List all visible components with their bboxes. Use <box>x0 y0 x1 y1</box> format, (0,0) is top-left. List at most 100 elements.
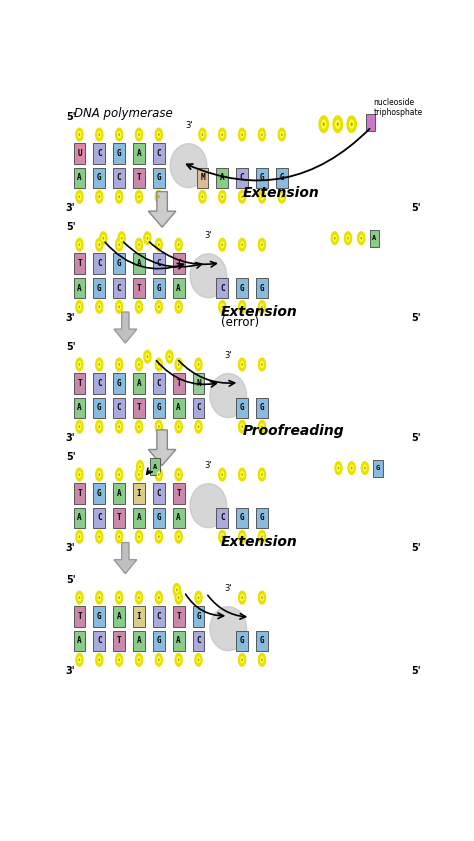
Circle shape <box>144 350 151 363</box>
Circle shape <box>99 596 100 599</box>
FancyBboxPatch shape <box>73 278 85 299</box>
Circle shape <box>96 300 103 314</box>
Circle shape <box>258 238 265 251</box>
Text: 5': 5' <box>411 666 421 676</box>
FancyBboxPatch shape <box>73 606 85 627</box>
Circle shape <box>258 358 265 371</box>
Circle shape <box>155 653 163 666</box>
Circle shape <box>96 128 103 141</box>
Circle shape <box>158 659 160 661</box>
Circle shape <box>221 195 223 198</box>
Polygon shape <box>148 430 176 466</box>
FancyBboxPatch shape <box>113 373 125 394</box>
Ellipse shape <box>170 144 207 188</box>
FancyBboxPatch shape <box>173 373 184 394</box>
Text: 3': 3' <box>185 121 192 130</box>
Circle shape <box>137 423 141 431</box>
Circle shape <box>281 133 283 136</box>
FancyBboxPatch shape <box>93 253 105 274</box>
Text: C: C <box>220 514 225 522</box>
FancyBboxPatch shape <box>133 398 145 418</box>
FancyBboxPatch shape <box>173 508 184 528</box>
Circle shape <box>137 193 141 200</box>
Circle shape <box>96 591 103 604</box>
Text: 5': 5' <box>66 222 75 232</box>
Circle shape <box>241 133 243 136</box>
Circle shape <box>118 195 120 198</box>
Circle shape <box>157 471 161 479</box>
Circle shape <box>337 467 339 469</box>
Circle shape <box>155 468 163 481</box>
Circle shape <box>260 131 264 138</box>
Circle shape <box>258 190 265 204</box>
Text: 3': 3' <box>66 433 75 443</box>
Circle shape <box>198 426 199 428</box>
Circle shape <box>158 473 160 476</box>
Circle shape <box>158 305 160 309</box>
Circle shape <box>137 241 141 248</box>
Circle shape <box>169 355 170 358</box>
Circle shape <box>261 426 263 428</box>
Circle shape <box>349 119 354 129</box>
Circle shape <box>99 133 100 136</box>
FancyBboxPatch shape <box>133 143 145 164</box>
Circle shape <box>79 243 80 246</box>
Text: G: G <box>260 514 264 522</box>
Text: G: G <box>260 173 264 182</box>
Circle shape <box>135 531 143 543</box>
Ellipse shape <box>210 606 246 651</box>
Circle shape <box>221 473 223 476</box>
FancyBboxPatch shape <box>256 167 268 188</box>
Circle shape <box>241 195 243 198</box>
FancyBboxPatch shape <box>73 253 85 274</box>
Circle shape <box>177 656 181 664</box>
Circle shape <box>116 420 123 433</box>
FancyBboxPatch shape <box>133 606 145 627</box>
Circle shape <box>118 426 120 428</box>
Text: G: G <box>97 612 101 621</box>
Circle shape <box>116 238 123 251</box>
Circle shape <box>196 423 201 431</box>
FancyBboxPatch shape <box>133 483 145 504</box>
Circle shape <box>117 193 121 200</box>
FancyBboxPatch shape <box>113 631 125 651</box>
Circle shape <box>167 353 172 360</box>
Circle shape <box>144 232 151 245</box>
FancyBboxPatch shape <box>217 508 228 528</box>
Circle shape <box>258 300 265 314</box>
Circle shape <box>335 119 340 129</box>
Circle shape <box>157 533 161 540</box>
Circle shape <box>157 423 161 431</box>
Circle shape <box>118 596 120 599</box>
Circle shape <box>96 358 103 371</box>
FancyBboxPatch shape <box>236 631 248 651</box>
Text: U: U <box>77 149 82 158</box>
FancyBboxPatch shape <box>153 167 164 188</box>
Circle shape <box>240 361 244 368</box>
Circle shape <box>260 304 264 310</box>
Circle shape <box>346 235 350 241</box>
Circle shape <box>138 536 140 538</box>
Text: C: C <box>97 637 101 646</box>
Circle shape <box>260 656 264 664</box>
FancyBboxPatch shape <box>153 373 164 394</box>
Text: G: G <box>156 514 161 522</box>
Text: A: A <box>77 514 82 522</box>
Circle shape <box>347 116 356 133</box>
Polygon shape <box>148 192 176 227</box>
Text: G: G <box>260 283 264 293</box>
Circle shape <box>138 133 140 136</box>
Circle shape <box>258 468 265 481</box>
Circle shape <box>135 653 143 666</box>
Text: C: C <box>156 489 161 498</box>
FancyBboxPatch shape <box>113 143 125 164</box>
Circle shape <box>77 423 82 431</box>
Circle shape <box>176 589 178 591</box>
FancyBboxPatch shape <box>192 631 204 651</box>
Text: T: T <box>176 259 181 268</box>
Ellipse shape <box>210 373 246 418</box>
FancyBboxPatch shape <box>93 143 105 164</box>
Circle shape <box>121 237 122 240</box>
Circle shape <box>97 304 101 310</box>
Text: nucleoside
triphosphate: nucleoside triphosphate <box>374 98 423 117</box>
